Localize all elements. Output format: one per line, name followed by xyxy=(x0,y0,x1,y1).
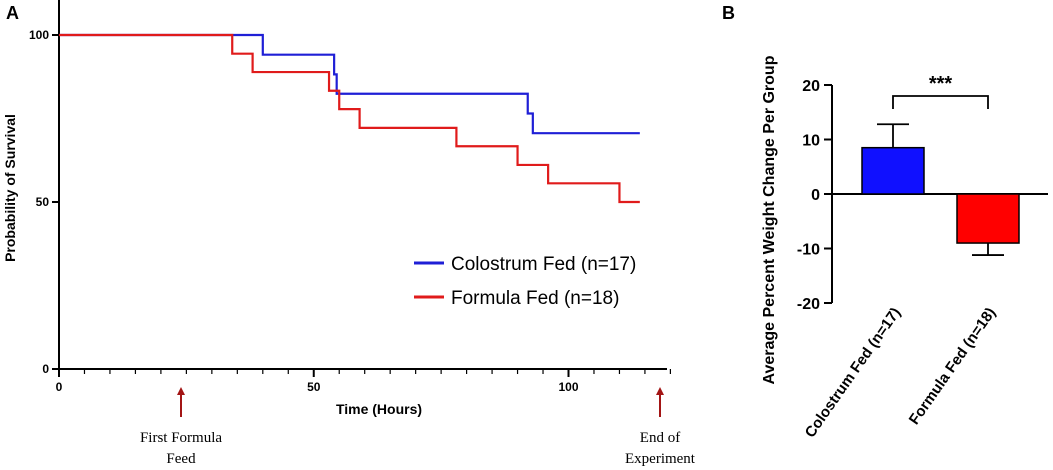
legend-label-colostrum: Colostrum Fed (n=17) xyxy=(451,254,636,275)
legend-label-formula: Formula Fed (n=18) xyxy=(451,288,619,309)
annotation-line-2: Experiment xyxy=(625,451,696,467)
survival-chart: 0 50 100 0 50 100 Time (Hours) Probability of… xyxy=(2,0,696,467)
category-label-colostrum: Colostrum Fed (n=17) xyxy=(802,305,905,441)
panel-a-label: A xyxy=(6,3,19,23)
panel-b-label: B xyxy=(722,3,735,23)
survival-annotations: First Formula Feed End of Experiment xyxy=(140,387,696,467)
significance-bracket-line xyxy=(892,95,989,109)
survival-legend: Colostrum Fed (n=17) Formula Fed (n=18) xyxy=(414,254,636,309)
weight-bars xyxy=(861,123,1020,256)
survival-y-axis-label: Probability of Survival xyxy=(2,114,18,262)
y-tick-label: 50 xyxy=(36,195,50,209)
x-tick-label: 50 xyxy=(307,380,321,394)
x-tick-label: 0 xyxy=(56,380,63,394)
bar-colostrum-fed xyxy=(861,146,925,195)
y-tick-label: 100 xyxy=(29,28,49,42)
x-tick-label: 100 xyxy=(558,380,578,394)
annotation-line-1: End of xyxy=(640,430,680,446)
category-label-formula: Formula Fed (n=18) xyxy=(906,305,1000,428)
survival-series xyxy=(59,33,640,204)
weight-y-axis-label: Average Percent Weight Change Per Group xyxy=(761,55,778,384)
survival-axes xyxy=(58,0,667,370)
weight-y-tick-label: -10 xyxy=(797,242,820,259)
arrow-up-icon xyxy=(656,387,664,395)
bar-formula-fed xyxy=(956,193,1020,244)
weight-ticks: 20 10 0 -10 -20 xyxy=(797,78,832,313)
survival-x-axis-label: Time (Hours) xyxy=(336,401,422,417)
weight-y-tick-label: 10 xyxy=(802,133,820,150)
significance-bracket: *** xyxy=(892,73,989,109)
annotation-line-1: First Formula xyxy=(140,430,222,446)
y-tick-label: 0 xyxy=(42,362,49,376)
annotation-line-2: Feed xyxy=(166,451,196,467)
series-formula-fed xyxy=(59,33,640,204)
weight-change-chart: 20 10 0 -10 -20 *** Average Percent Weight C… xyxy=(761,55,1048,441)
weight-y-tick-label: 20 xyxy=(802,78,820,95)
series-colostrum-fed xyxy=(59,33,640,135)
annotation-end-of-experiment: End of Experiment xyxy=(625,387,696,467)
weight-y-tick-label: -20 xyxy=(797,296,820,313)
arrow-up-icon xyxy=(177,387,185,395)
weight-y-tick-label: 0 xyxy=(811,187,820,204)
annotation-first-formula-feed: First Formula Feed xyxy=(140,387,222,467)
significance-stars: *** xyxy=(929,73,953,95)
survival-ticks: 0 50 100 0 50 100 xyxy=(29,28,672,394)
